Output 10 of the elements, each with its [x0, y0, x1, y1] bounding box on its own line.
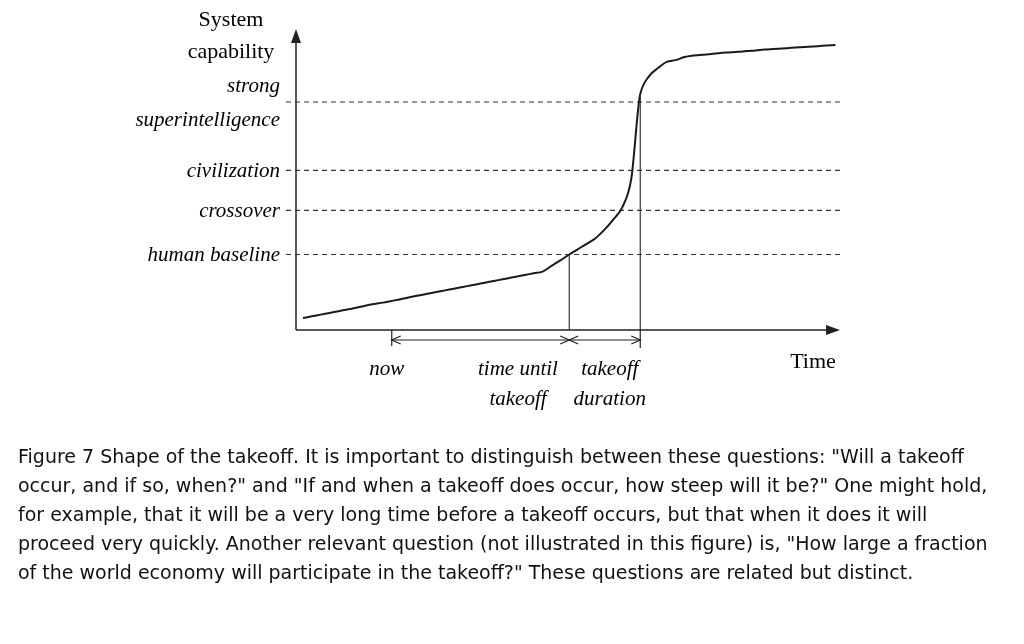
- x-axis-title: Time: [790, 348, 836, 373]
- caption: Figure 7 Shape of the takeoff. It is important to distinguish between these questions: "Will a takeoff occur, and if so, when?" and "If and when a takeoff does occur, how steep will it be?" One might hold, for example, that it will be a very long time before a takeoff occurs, but that when it does it will proceed very quickly. Another relevant question (not illustrated in this figure) is, "How large a fraction of the world economy will participate in the takeoff?" These questions are related but distinct.: [18, 444, 989, 585]
- text: now: [369, 356, 405, 380]
- ref-line-label: strong superintelligence: [135, 73, 280, 131]
- text: takeoff duration: [573, 356, 646, 410]
- ref-line-label: civilization: [186, 158, 280, 183]
- ref-line-label: crossover: [199, 198, 281, 223]
- y-axis-title: System capability: [187, 6, 275, 63]
- ref-line-label: human baseline: [147, 242, 280, 267]
- text: time until takeoff: [478, 356, 559, 410]
